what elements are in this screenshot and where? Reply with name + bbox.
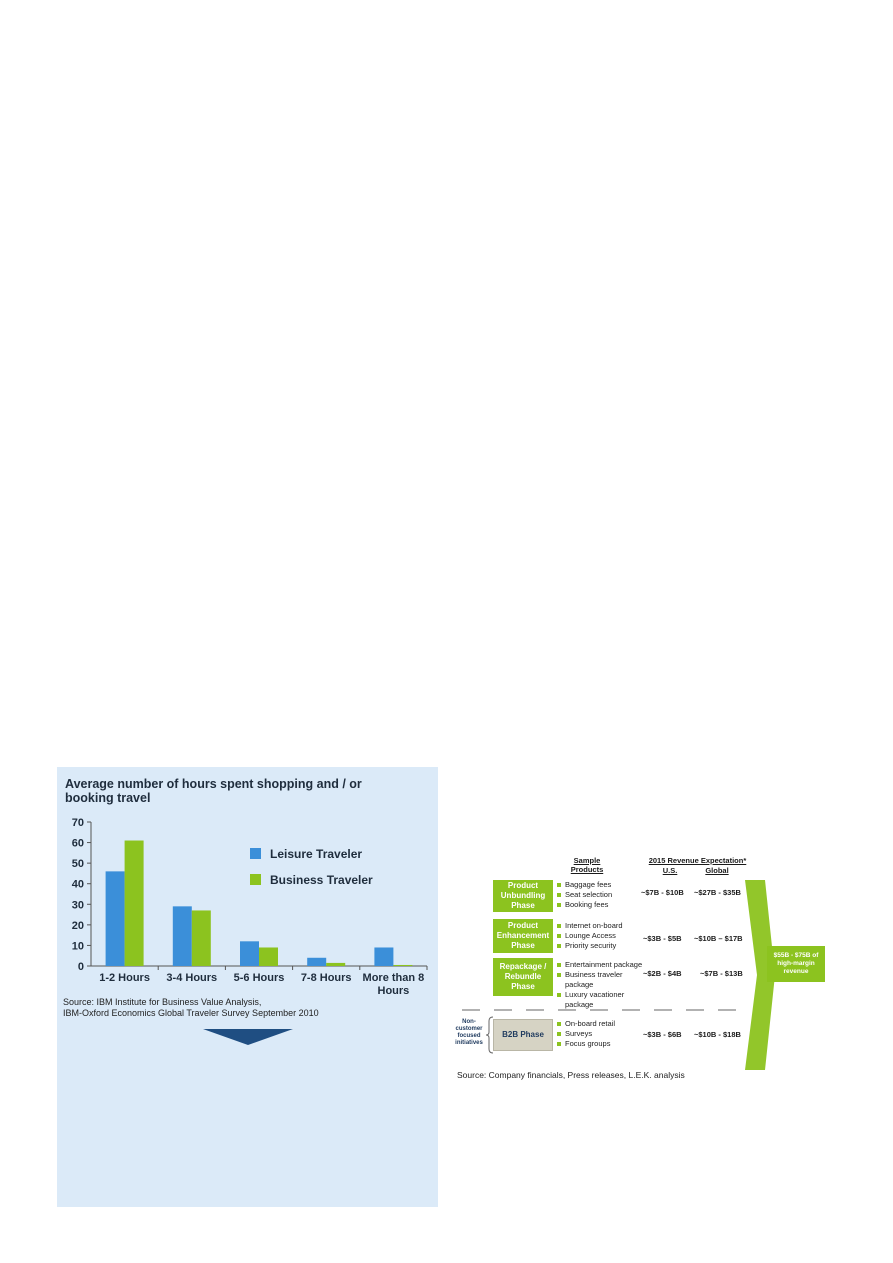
legend-swatch — [250, 874, 261, 885]
phase-box-unbundling: Product Unbundling Phase — [493, 880, 553, 912]
y-tick-label: 40 — [72, 879, 84, 891]
product-item: Lounge Access — [557, 931, 647, 941]
us-revenue-b2b: ~$3B - $6B — [643, 1030, 682, 1039]
bar-business — [326, 962, 346, 966]
product-list-b2b: On-board retail Surveys Focus groups — [557, 1019, 647, 1049]
product-item: Business traveler package — [557, 970, 649, 990]
x-tick-label: More than 8 — [363, 972, 425, 984]
us-revenue-enhancement: ~$3B - $5B — [643, 934, 682, 943]
down-arrow-icon — [203, 1029, 293, 1045]
y-tick-label: 20 — [72, 920, 84, 932]
global-revenue-b2b: ~$10B - $18B — [694, 1030, 741, 1039]
bar-business — [393, 964, 413, 966]
diagram-source: Source: Company financials, Press releas… — [457, 1070, 685, 1080]
bar-leisure — [105, 871, 125, 966]
bar-business — [124, 840, 144, 966]
product-item: Surveys — [557, 1029, 647, 1039]
bar-leisure — [240, 941, 259, 966]
x-tick-label: 3-4 Hours — [166, 972, 217, 984]
bracket-icon — [486, 1016, 494, 1054]
product-item: Seat selection — [557, 890, 647, 900]
revenue-diagram: Sample Products 2015 Revenue Expectation… — [450, 850, 850, 1090]
product-list-rebundle: Entertainment package Business traveler … — [557, 960, 649, 1010]
y-tick-label: 0 — [78, 961, 84, 973]
us-revenue-rebundle: ~$2B - $4B — [643, 969, 682, 978]
phase-box-b2b: B2B Phase — [493, 1019, 553, 1051]
bar-leisure — [374, 947, 394, 966]
product-item: Booking fees — [557, 900, 647, 910]
chart-source-line1: Source: IBM Institute for Business Value… — [63, 997, 262, 1007]
bar-business — [191, 910, 211, 966]
product-item: Priority security — [557, 941, 647, 951]
chart-source: Source: IBM Institute for Business Value… — [63, 997, 423, 1019]
separator-line — [462, 1009, 742, 1011]
bar-leisure — [172, 906, 192, 966]
non-customer-label: Non-customer focused initiatives — [455, 1019, 483, 1046]
header-sample-products: Sample Products — [570, 856, 604, 874]
header-global: Global — [705, 866, 729, 875]
y-tick-label: 10 — [72, 940, 84, 952]
product-list-unbundling: Baggage fees Seat selection Booking fees — [557, 880, 647, 910]
y-tick-label: 60 — [72, 838, 84, 850]
summary-arrow-icon — [745, 880, 775, 1070]
product-item: Focus groups — [557, 1039, 647, 1049]
x-tick-label: 1-2 Hours — [99, 972, 150, 984]
product-item: Baggage fees — [557, 880, 647, 890]
global-revenue-enhancement: ~$10B – $17B — [694, 934, 743, 943]
legend-label: Leisure Traveler — [270, 847, 362, 861]
bar-business — [259, 947, 278, 966]
global-revenue-unbundling: ~$27B - $35B — [694, 888, 741, 897]
product-item: On-board retail — [557, 1019, 647, 1029]
total-revenue-box: $55B - $75B of high-margin revenue — [767, 946, 825, 982]
product-item: Internet on-board — [557, 921, 647, 931]
legend-swatch — [250, 848, 261, 859]
product-item: Entertainment package — [557, 960, 649, 970]
y-tick-label: 70 — [72, 817, 84, 829]
chart-source-line2: IBM-Oxford Economics Global Traveler Sur… — [63, 1008, 319, 1018]
y-tick-label: 50 — [72, 858, 84, 870]
chart-panel: Average number of hours spent shopping a… — [57, 767, 438, 1207]
bar-chart: 0 10 20 30 40 50 60 70 1-2 Hours 3-4 Hours 5-6 Hou… — [72, 817, 428, 997]
legend-label: Business Traveler — [270, 873, 373, 887]
header-revenue-expectation: 2015 Revenue Expectation* — [648, 856, 747, 865]
phase-box-enhancement: Product Enhancement Phase — [493, 919, 553, 953]
x-tick-label: 7-8 Hours — [301, 972, 352, 984]
global-revenue-rebundle: ~$7B - $13B — [700, 969, 743, 978]
product-item: Luxury vacationer package — [557, 990, 649, 1010]
y-tick-label: 30 — [72, 899, 84, 911]
x-tick-label: 5-6 Hours — [234, 972, 285, 984]
header-us: U.S. — [662, 866, 678, 875]
phase-box-rebundle: Repackage / Rebundle Phase — [493, 958, 553, 996]
x-tick-label: Hours — [378, 985, 410, 997]
us-revenue-unbundling: ~$7B - $10B — [641, 888, 684, 897]
chart-title: Average number of hours spent shopping a… — [65, 777, 362, 805]
product-list-enhancement: Internet on-board Lounge Access Priority… — [557, 921, 647, 951]
bar-leisure — [307, 957, 327, 966]
